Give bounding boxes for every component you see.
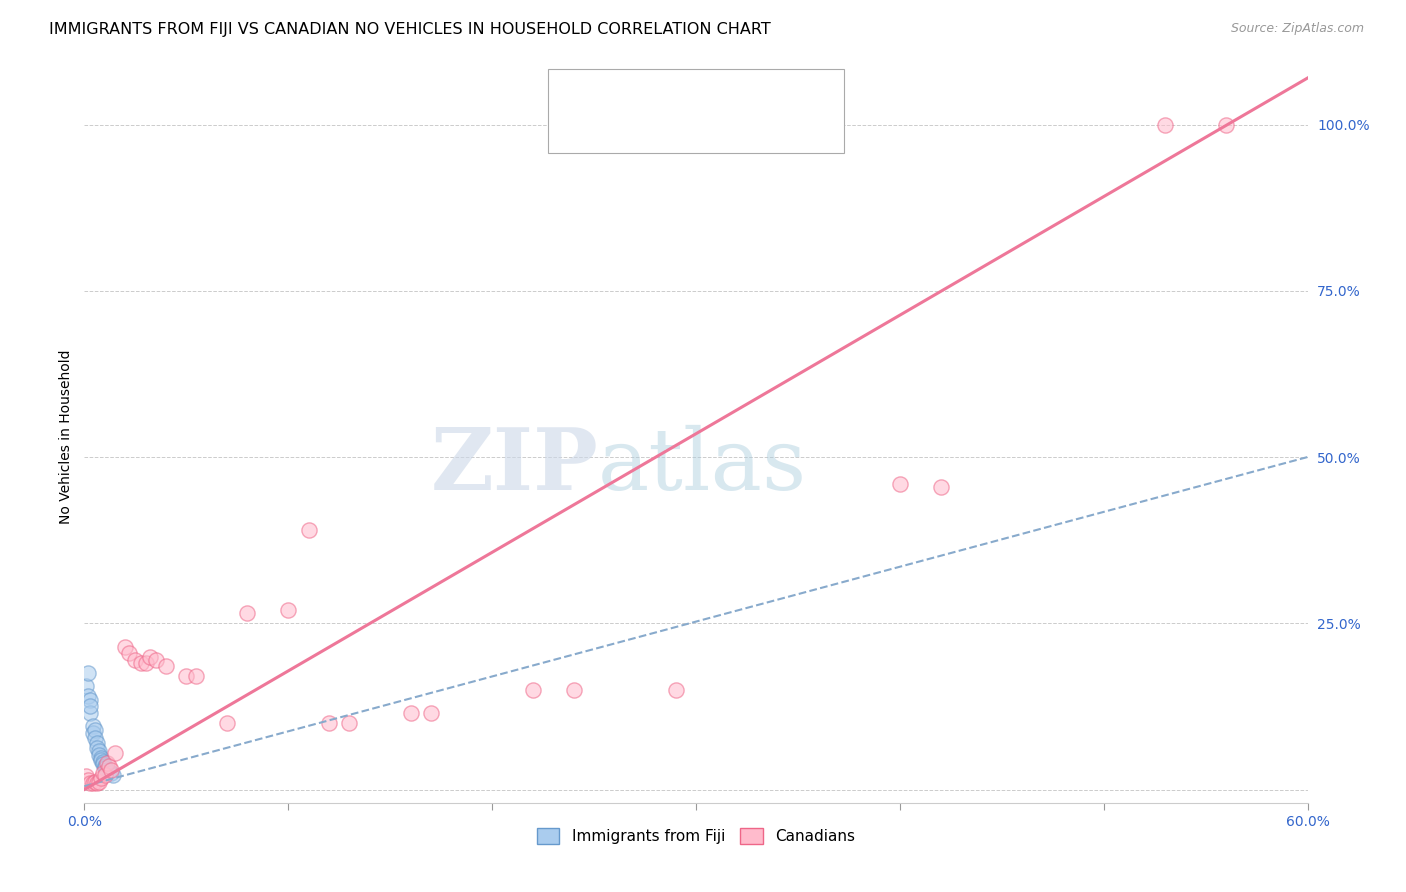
Point <box>522 682 544 697</box>
Point <box>339 716 361 731</box>
Point <box>236 607 259 621</box>
Point <box>86 741 108 756</box>
Legend: Immigrants from Fiji, Canadians: Immigrants from Fiji, Canadians <box>530 822 862 850</box>
Point <box>87 744 110 758</box>
Point <box>90 753 112 767</box>
Point <box>75 769 97 783</box>
Point <box>93 760 115 774</box>
Point <box>277 603 299 617</box>
Point <box>77 690 100 704</box>
Point <box>399 706 422 720</box>
Point <box>145 653 167 667</box>
Point <box>1215 118 1237 132</box>
Point <box>82 726 104 740</box>
Point <box>665 682 688 697</box>
Point <box>118 646 141 660</box>
Point <box>135 656 157 670</box>
Point <box>100 763 122 777</box>
Point <box>318 716 340 731</box>
Point <box>96 756 118 770</box>
Point <box>79 776 101 790</box>
Point <box>174 669 197 683</box>
Point <box>91 757 114 772</box>
Text: atlas: atlas <box>598 425 807 508</box>
Point <box>104 746 127 760</box>
Point <box>77 772 100 787</box>
Point <box>79 706 101 720</box>
Point <box>91 755 114 769</box>
Point <box>101 768 124 782</box>
Text: R =  0.178   N = 24: R = 0.178 N = 24 <box>609 89 770 107</box>
Point <box>87 774 110 789</box>
Point <box>93 768 115 782</box>
Point <box>217 716 239 731</box>
Point <box>86 736 108 750</box>
Point <box>77 666 100 681</box>
Point <box>83 774 105 789</box>
Point <box>124 653 146 667</box>
Point <box>186 669 208 683</box>
Point <box>114 640 136 654</box>
Point <box>82 719 104 733</box>
Point <box>97 759 120 773</box>
Point <box>86 776 108 790</box>
Point <box>96 763 118 777</box>
Text: ZIP: ZIP <box>430 425 598 508</box>
Point <box>90 750 112 764</box>
Point <box>90 771 112 785</box>
Point <box>562 682 585 697</box>
Point <box>93 758 115 772</box>
Point <box>100 765 122 780</box>
Point <box>97 764 120 778</box>
Point <box>420 706 443 720</box>
Point <box>75 680 97 694</box>
Point <box>889 476 911 491</box>
Point <box>83 731 105 745</box>
Point <box>298 523 321 537</box>
Point <box>79 699 101 714</box>
Point <box>79 692 101 706</box>
Point <box>82 776 104 790</box>
Point <box>91 765 114 780</box>
Point <box>83 723 105 737</box>
Point <box>87 747 110 762</box>
Point <box>1154 118 1177 132</box>
Point <box>138 649 160 664</box>
Point <box>131 656 153 670</box>
Text: IMMIGRANTS FROM FIJI VS CANADIAN NO VEHICLES IN HOUSEHOLD CORRELATION CHART: IMMIGRANTS FROM FIJI VS CANADIAN NO VEHI… <box>49 22 770 37</box>
Y-axis label: No Vehicles in Household: No Vehicles in Household <box>59 350 73 524</box>
Point <box>155 659 177 673</box>
Text: R =  0.780   N = 38: R = 0.780 N = 38 <box>609 122 770 140</box>
Text: Source: ZipAtlas.com: Source: ZipAtlas.com <box>1230 22 1364 36</box>
Point <box>929 480 952 494</box>
